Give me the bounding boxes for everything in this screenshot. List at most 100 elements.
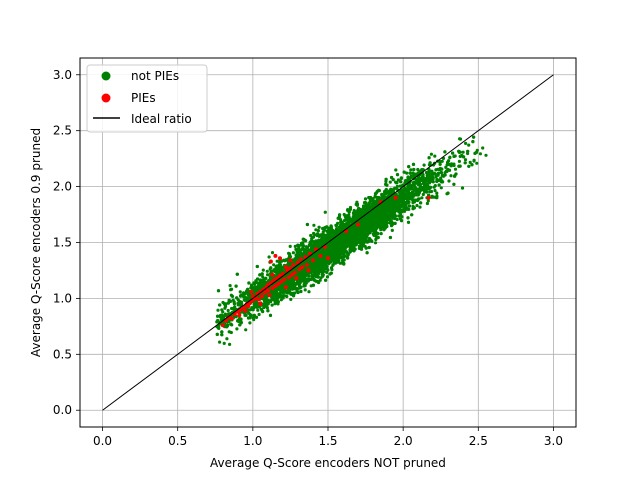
point-not-pies xyxy=(216,308,220,312)
point-not-pies xyxy=(260,272,264,276)
point-not-pies xyxy=(472,158,476,162)
point-not-pies xyxy=(374,225,378,230)
point-not-pies xyxy=(312,223,316,227)
point-not-pies xyxy=(425,201,429,206)
point-not-pies xyxy=(422,185,426,189)
point-not-pies xyxy=(427,187,431,191)
point-not-pies xyxy=(449,164,453,168)
point-not-pies xyxy=(302,283,306,287)
point-not-pies xyxy=(420,196,424,200)
point-not-pies xyxy=(234,284,238,288)
point-not-pies xyxy=(448,156,452,160)
point-not-pies xyxy=(396,178,400,182)
point-not-pies xyxy=(266,273,270,277)
point-not-pies xyxy=(412,167,416,172)
point-not-pies xyxy=(256,308,260,312)
point-not-pies xyxy=(424,177,428,181)
point-not-pies xyxy=(296,243,300,247)
point-not-pies xyxy=(422,163,426,167)
point-not-pies xyxy=(248,321,252,325)
point-not-pies xyxy=(415,203,419,208)
data-marks xyxy=(102,74,554,411)
point-not-pies xyxy=(447,179,451,183)
point-not-pies xyxy=(225,324,230,328)
point-not-pies xyxy=(411,162,416,166)
point-not-pies xyxy=(433,154,437,158)
point-not-pies xyxy=(288,252,292,256)
point-not-pies xyxy=(282,294,287,298)
point-not-pies xyxy=(449,174,453,178)
point-not-pies xyxy=(221,310,225,314)
point-not-pies xyxy=(221,316,225,321)
point-not-pies xyxy=(377,188,381,192)
point-not-pies xyxy=(316,229,320,233)
point-not-pies xyxy=(382,211,387,215)
point-not-pies xyxy=(272,263,276,267)
point-not-pies xyxy=(362,231,366,236)
point-not-pies xyxy=(251,316,255,320)
point-not-pies xyxy=(292,294,296,298)
point-not-pies xyxy=(436,171,441,175)
point-not-pies xyxy=(457,159,461,163)
point-not-pies xyxy=(478,152,482,156)
point-not-pies xyxy=(463,161,467,165)
point-not-pies xyxy=(352,208,356,213)
point-not-pies xyxy=(372,233,376,237)
point-not-pies xyxy=(254,315,259,319)
point-not-pies xyxy=(464,141,468,145)
point-not-pies xyxy=(444,165,448,169)
point-not-pies xyxy=(328,272,332,276)
point-not-pies xyxy=(257,312,261,317)
point-not-pies xyxy=(453,167,458,171)
point-not-pies xyxy=(245,288,249,292)
point-not-pies xyxy=(382,194,386,198)
point-not-pies xyxy=(270,303,274,307)
point-not-pies xyxy=(384,177,388,181)
point-not-pies xyxy=(222,302,226,306)
point-not-pies xyxy=(458,137,462,141)
point-not-pies xyxy=(363,197,368,201)
point-not-pies xyxy=(432,185,436,189)
point-not-pies xyxy=(399,176,403,180)
point-not-pies xyxy=(468,160,472,164)
point-not-pies xyxy=(393,214,397,218)
point-not-pies xyxy=(270,251,275,255)
point-not-pies xyxy=(323,210,327,214)
point-not-pies xyxy=(331,263,335,267)
point-not-pies xyxy=(390,228,394,232)
point-not-pies xyxy=(288,244,292,248)
point-not-pies xyxy=(303,288,307,292)
point-not-pies xyxy=(394,168,398,172)
point-not-pies xyxy=(416,167,420,172)
point-not-pies xyxy=(293,244,297,248)
point-not-pies xyxy=(397,196,401,200)
point-not-pies xyxy=(388,180,392,184)
point-not-pies xyxy=(296,290,300,295)
point-not-pies xyxy=(230,287,234,291)
point-not-pies xyxy=(421,192,425,197)
point-not-pies xyxy=(230,294,235,298)
point-not-pies xyxy=(321,230,325,234)
point-not-pies xyxy=(473,151,477,155)
point-not-pies xyxy=(338,261,342,265)
point-not-pies xyxy=(370,239,374,243)
point-not-pies xyxy=(235,272,239,276)
point-not-pies xyxy=(470,163,474,167)
point-not-pies xyxy=(484,153,488,157)
point-not-pies xyxy=(316,232,320,236)
point-not-pies xyxy=(461,150,465,154)
point-not-pies xyxy=(291,251,295,255)
point-not-pies xyxy=(481,146,485,150)
point-not-pies xyxy=(229,322,233,326)
point-not-pies xyxy=(395,184,399,188)
point-not-pies xyxy=(339,218,343,222)
point-not-pies xyxy=(311,240,315,244)
point-not-pies xyxy=(419,201,423,205)
point-not-pies xyxy=(228,342,232,346)
point-not-pies xyxy=(429,152,433,156)
point-not-pies xyxy=(443,150,447,154)
point-not-pies xyxy=(244,328,248,332)
point-not-pies xyxy=(457,164,461,168)
point-not-pies xyxy=(346,256,350,260)
